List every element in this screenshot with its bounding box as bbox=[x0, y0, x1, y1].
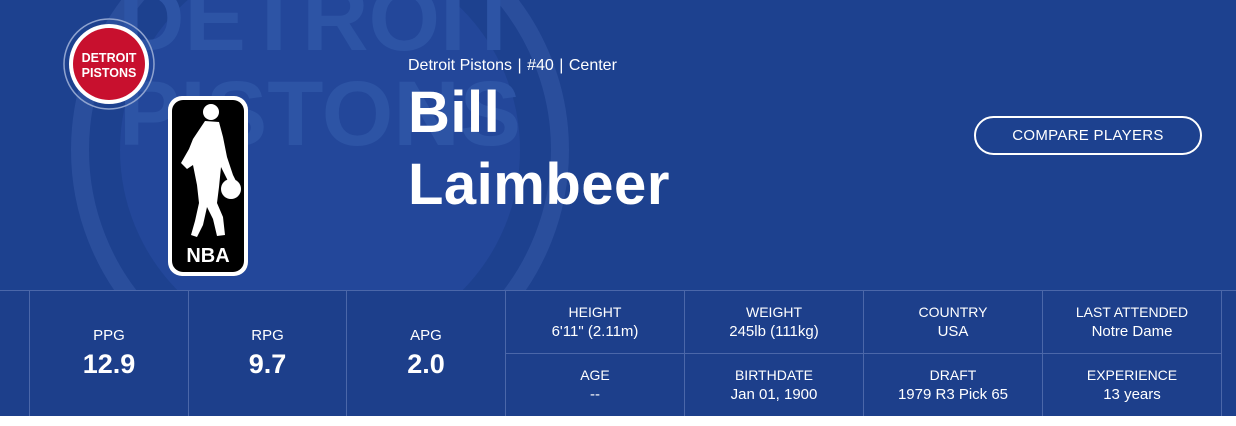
detail-value: Jan 01, 1900 bbox=[730, 386, 818, 403]
detail-value: 245lb (111kg) bbox=[729, 323, 819, 340]
detail-age: AGE -- bbox=[506, 354, 684, 416]
divider bbox=[506, 353, 1222, 354]
detail-label: WEIGHT bbox=[746, 304, 802, 320]
stat-label: APG bbox=[410, 327, 442, 344]
player-info: Detroit Pistons | #40 | Center Bill Laim… bbox=[408, 56, 670, 216]
detail-value: USA bbox=[937, 323, 969, 340]
detail-country: COUNTRY USA bbox=[864, 291, 1042, 353]
divider bbox=[346, 291, 347, 416]
detail-value: 13 years bbox=[1103, 386, 1161, 403]
divider bbox=[29, 291, 30, 416]
detail-last-attended: LAST ATTENDED Notre Dame bbox=[1043, 291, 1221, 353]
stats-bar: PPG 12.9 RPG 9.7 APG 2.0 HEIGHT 6'11" (2… bbox=[0, 290, 1236, 416]
separator: | bbox=[559, 57, 564, 74]
detail-value: -- bbox=[590, 386, 600, 403]
detail-experience: EXPERIENCE 13 years bbox=[1043, 354, 1221, 416]
separator: | bbox=[517, 57, 522, 74]
divider bbox=[188, 291, 189, 416]
detail-label: HEIGHT bbox=[568, 304, 622, 320]
stat-value: 12.9 bbox=[82, 349, 136, 379]
detail-height: HEIGHT 6'11" (2.11m) bbox=[506, 291, 684, 353]
detail-label: BIRTHDATE bbox=[734, 367, 814, 383]
stat-apg: APG 2.0 bbox=[347, 291, 505, 416]
team-logo: DETROIT PISTONS bbox=[63, 18, 155, 110]
detail-value: 6'11" (2.11m) bbox=[551, 323, 639, 340]
team-logo-text-top: DETROIT bbox=[82, 51, 137, 65]
stat-value: 2.0 bbox=[407, 349, 445, 379]
compare-players-button[interactable]: COMPARE PLAYERS bbox=[974, 116, 1202, 155]
detail-label: LAST ATTENDED bbox=[1075, 304, 1189, 320]
detail-birthdate: BIRTHDATE Jan 01, 1900 bbox=[685, 354, 863, 416]
detail-label: AGE bbox=[580, 367, 610, 383]
nba-logo: NBA bbox=[168, 96, 248, 276]
stat-label: RPG bbox=[251, 327, 284, 344]
divider bbox=[505, 291, 506, 416]
detail-weight: WEIGHT 245lb (111kg) bbox=[685, 291, 863, 353]
stat-rpg: RPG 9.7 bbox=[189, 291, 346, 416]
team-logo-text-bottom: PISTONS bbox=[82, 66, 137, 80]
detail-label: DRAFT bbox=[929, 367, 977, 383]
detail-label: EXPERIENCE bbox=[1086, 367, 1178, 383]
player-last-name: Laimbeer bbox=[408, 152, 670, 217]
detail-value: 1979 R3 Pick 65 bbox=[897, 386, 1009, 403]
team-name[interactable]: Detroit Pistons bbox=[408, 57, 513, 74]
detail-value: Notre Dame bbox=[1091, 323, 1173, 340]
nba-logo-text: NBA bbox=[186, 245, 229, 267]
player-position: Center bbox=[568, 57, 617, 74]
detail-label: COUNTRY bbox=[918, 304, 988, 320]
detail-draft: DRAFT 1979 R3 Pick 65 bbox=[864, 354, 1042, 416]
stat-label: PPG bbox=[93, 327, 125, 344]
stat-ppg: PPG 12.9 bbox=[30, 291, 188, 416]
stat-value: 9.7 bbox=[248, 349, 287, 379]
watermark-text-top: DETROIT bbox=[118, 0, 522, 70]
player-subline: Detroit Pistons | #40 | Center bbox=[408, 56, 670, 76]
player-hero: DETROIT PISTONS DETROIT PISTONS NBA Detr… bbox=[0, 0, 1236, 290]
jersey-number: #40 bbox=[527, 57, 554, 74]
player-first-name: Bill bbox=[408, 80, 501, 145]
